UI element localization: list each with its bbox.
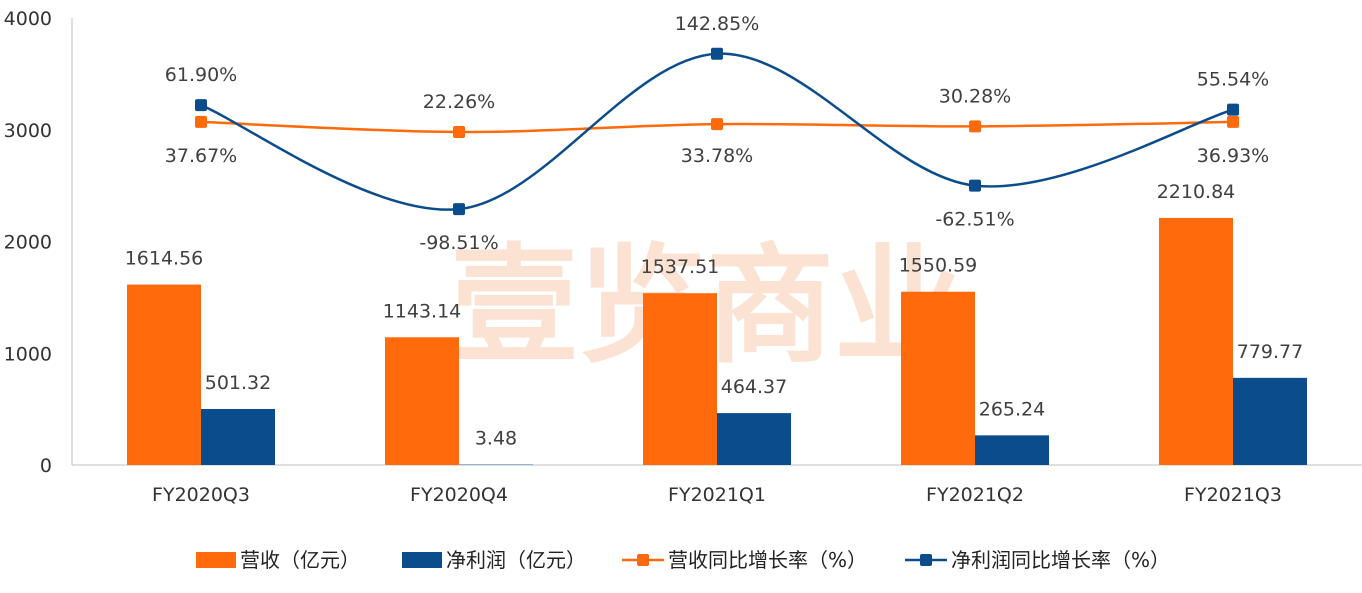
data-label-net-profit-growth: 61.90% (165, 64, 237, 86)
x-tick-label: FY2021Q3 (1184, 484, 1282, 506)
bar-net-profit (717, 413, 791, 465)
data-label-revenue-growth: 30.28% (939, 85, 1011, 107)
legend-label: 净利润（亿元） (446, 548, 586, 572)
data-label-revenue: 1550.59 (899, 255, 978, 277)
marker-revenue-growth (195, 115, 207, 128)
legend-marker (637, 554, 649, 566)
legend-marker (920, 554, 932, 566)
data-label-net-profit-growth: 142.85% (675, 13, 760, 35)
bar-revenue (901, 291, 975, 465)
bar-net-profit (201, 408, 275, 465)
data-label-net-profit: 464.37 (721, 376, 787, 398)
x-tick-label: FY2020Q3 (152, 484, 250, 506)
y-tick-label: 4000 (4, 8, 52, 30)
legend: 营收（亿元） 净利润（亿元） 营收同比增长率（%） 净利润同比增长率（%） (196, 548, 1170, 572)
marker-net-profit-growth (453, 203, 465, 216)
legend-label: 营收（亿元） (240, 548, 360, 572)
bar-net-profit (975, 435, 1049, 465)
bar-revenue (385, 337, 459, 465)
y-tick-label: 1000 (4, 343, 52, 365)
data-label-revenue: 1537.51 (641, 256, 720, 278)
marker-net-profit-growth (711, 47, 723, 60)
legend-label: 营收同比增长率（%） (668, 548, 867, 572)
x-tick-label: FY2020Q4 (410, 484, 508, 506)
data-label-net-profit: 779.77 (1237, 341, 1303, 363)
data-label-revenue: 1143.14 (383, 300, 462, 322)
data-label-net-profit-growth: 55.54% (1197, 69, 1269, 91)
data-label-net-profit: 265.24 (979, 398, 1045, 420)
y-tick-label: 0 (40, 455, 52, 477)
marker-net-profit-growth (195, 99, 207, 112)
line-net-profit-growth (200, 52, 1234, 211)
data-label-revenue-growth: 37.67% (165, 145, 237, 167)
legend-label: 净利润同比增长率（%） (951, 548, 1170, 572)
data-label-net-profit: 3.48 (475, 428, 517, 450)
legend-swatch (402, 552, 442, 568)
data-label-revenue-growth: 36.93% (1197, 145, 1269, 167)
data-label-revenue-growth: 33.78% (681, 145, 753, 167)
legend-item: 营收同比增长率（%） (622, 548, 867, 572)
legend-item: 净利润同比增长率（%） (905, 548, 1170, 572)
marker-revenue-growth (969, 120, 981, 133)
data-label-revenue: 2210.84 (1157, 181, 1236, 203)
marker-revenue-growth (711, 118, 723, 131)
bar-revenue (1159, 217, 1233, 465)
data-label-revenue: 1614.56 (125, 248, 204, 270)
data-label-net-profit-growth: -98.51% (419, 232, 498, 254)
data-label-net-profit-growth: -62.51% (935, 209, 1014, 231)
data-label-revenue-growth: 22.26% (423, 91, 495, 113)
y-tick-label: 2000 (4, 232, 52, 254)
marker-revenue-growth (1227, 115, 1239, 128)
data-label-net-profit: 501.32 (205, 372, 271, 394)
legend-swatch (196, 552, 236, 568)
marker-revenue-growth (453, 125, 465, 138)
bar-net-profit (1233, 377, 1307, 465)
bar-revenue (127, 284, 201, 465)
bar-revenue (643, 293, 717, 465)
marker-net-profit-growth (969, 179, 981, 192)
x-tick-label: FY2021Q1 (668, 484, 766, 506)
y-tick-label: 3000 (4, 120, 52, 142)
legend-item: 净利润（亿元） (402, 548, 586, 572)
legend-item: 营收（亿元） (196, 548, 360, 572)
marker-net-profit-growth (1227, 103, 1239, 116)
x-tick-label: FY2021Q2 (926, 484, 1024, 506)
